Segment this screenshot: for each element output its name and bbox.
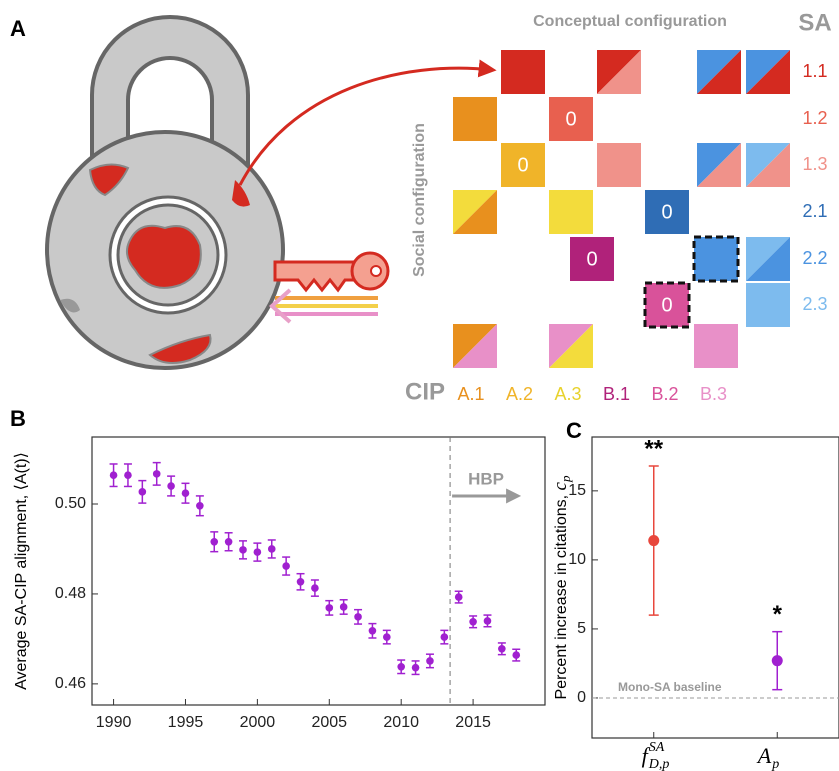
point xyxy=(196,502,204,510)
point xyxy=(311,584,319,592)
y-tick-label: 0.46 xyxy=(55,675,86,692)
point xyxy=(340,603,348,611)
cip-label: A.1 xyxy=(457,384,484,404)
label-part: Percent increase in citations, xyxy=(553,490,570,699)
x-tick-label: p xyxy=(771,757,779,771)
cell-label: 0 xyxy=(565,108,576,130)
x-tick-label: SA xyxy=(649,740,665,755)
panel-label: A xyxy=(10,16,26,41)
x-tick-label: 2000 xyxy=(240,714,276,731)
y-tick-label: 0.48 xyxy=(55,585,86,602)
panel-label: B xyxy=(10,406,26,431)
point xyxy=(167,482,175,490)
point xyxy=(397,663,405,671)
cell-label: 0 xyxy=(661,201,672,223)
cip-label: B.1 xyxy=(603,384,630,404)
event-label: HBP xyxy=(468,469,504,488)
figure: A Conceptual configuration Social config… xyxy=(0,0,839,771)
label-part: Average SA-CIP alignment, ⟨A(t)⟩ xyxy=(13,452,30,690)
sa-label: 1.2 xyxy=(802,108,827,128)
y-tick-label: 10 xyxy=(568,551,586,568)
point xyxy=(282,562,290,570)
point xyxy=(498,645,506,653)
point xyxy=(297,578,305,586)
y-axis-label: Percent increase in citations, cp xyxy=(550,475,573,699)
point xyxy=(426,657,434,665)
cell-label: 0 xyxy=(586,248,597,270)
point xyxy=(469,618,477,626)
sa-label: 1.3 xyxy=(802,154,827,174)
significance: * xyxy=(773,601,783,628)
point xyxy=(441,633,449,641)
point xyxy=(210,538,218,546)
label-part: p xyxy=(558,475,573,483)
point xyxy=(354,613,362,621)
point xyxy=(325,604,333,612)
sa-label: 2.2 xyxy=(802,248,827,268)
x-tick-label: 1995 xyxy=(168,714,204,731)
cell-label: 0 xyxy=(517,154,528,176)
config-grid xyxy=(453,50,790,368)
significance: ** xyxy=(644,435,663,462)
baseline-label: Mono-SA baseline xyxy=(618,680,722,694)
sa-label: 2.3 xyxy=(802,294,827,314)
cip-label: B.2 xyxy=(651,384,678,404)
y-tick-label: 5 xyxy=(577,620,586,637)
point xyxy=(254,548,262,556)
point xyxy=(110,471,118,479)
input-arrows xyxy=(272,290,378,322)
x-tick-label: D,p xyxy=(648,757,670,771)
point xyxy=(139,488,147,496)
cip-heading: CIP xyxy=(405,378,445,405)
cip-label: A.3 xyxy=(554,384,581,404)
point xyxy=(383,633,391,641)
point xyxy=(239,546,247,554)
point xyxy=(455,593,463,601)
config-side-title: Social configuration xyxy=(411,123,428,277)
panel-label: C xyxy=(566,418,582,443)
sa-label: 2.1 xyxy=(802,201,827,221)
sa-heading: SA xyxy=(798,9,831,36)
padlock xyxy=(47,17,283,368)
point xyxy=(412,664,420,672)
cip-label: B.3 xyxy=(700,384,727,404)
y-tick-label: 0 xyxy=(577,689,586,706)
point xyxy=(648,535,659,546)
point xyxy=(772,655,783,666)
x-tick-label: A xyxy=(756,743,772,768)
point xyxy=(512,651,520,659)
x-tick-label: 2015 xyxy=(455,714,491,731)
sa-label: 1.1 xyxy=(802,61,827,81)
config-title: Conceptual configuration xyxy=(533,13,727,30)
x-tick-label: 2010 xyxy=(383,714,419,731)
point xyxy=(225,538,233,546)
key xyxy=(275,253,388,290)
point xyxy=(182,489,190,497)
point xyxy=(369,627,377,635)
y-tick-label: 0.50 xyxy=(55,495,86,512)
x-tick-label: 2005 xyxy=(311,714,347,731)
cell-label: 0 xyxy=(661,294,672,316)
point xyxy=(484,617,492,625)
cip-label: A.2 xyxy=(506,384,533,404)
point xyxy=(124,471,132,479)
y-axis-label: Average SA-CIP alignment, ⟨A(t)⟩ xyxy=(13,452,30,690)
point xyxy=(153,470,161,478)
x-tick-label: 1990 xyxy=(96,714,132,731)
point xyxy=(268,545,276,553)
